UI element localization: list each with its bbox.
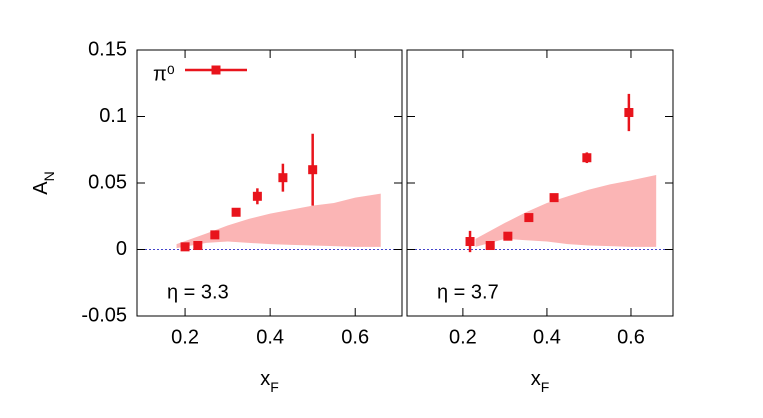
plot-frame <box>136 49 403 317</box>
data-point <box>524 213 534 223</box>
x-tick-label: 0.6 <box>617 326 645 348</box>
data-point <box>582 153 592 163</box>
data-point <box>503 231 513 241</box>
data-point <box>485 241 495 251</box>
data-point <box>465 237 475 247</box>
x-tick-label: 0.2 <box>449 326 477 348</box>
model-band <box>176 193 381 249</box>
data-point <box>210 230 220 240</box>
x-axis-label-sub: F <box>541 379 550 395</box>
data-point <box>252 191 262 201</box>
data-point <box>278 173 288 183</box>
legend-label: π⁰ <box>153 63 175 85</box>
x-axis-label-main: x <box>260 368 270 390</box>
model-band <box>475 175 657 247</box>
x-tick-label: 0.2 <box>171 326 199 348</box>
y-axis-label: AN <box>30 171 56 194</box>
data-point <box>231 207 241 217</box>
x-tick-label: 0.4 <box>533 326 561 348</box>
annotation: η = 3.7 <box>437 281 499 303</box>
annotation: η = 3.3 <box>167 281 229 303</box>
y-axis-label-sub: N <box>41 171 57 181</box>
y-tick-label: 0.05 <box>88 171 127 193</box>
y-tick-label: 0.1 <box>99 105 127 127</box>
y-tick-label: 0 <box>116 238 127 260</box>
data-point <box>624 108 634 118</box>
x-axis-label-main: x <box>531 368 541 390</box>
x-axis-label: xF <box>260 368 279 394</box>
x-tick-label: 0.4 <box>256 326 284 348</box>
data-point <box>308 165 318 175</box>
data-point <box>180 242 190 252</box>
data-point <box>193 241 203 251</box>
x-axis-label: xF <box>531 368 550 394</box>
y-tick-label: 0.15 <box>88 38 127 60</box>
x-tick-label: 0.6 <box>341 326 369 348</box>
y-axis-label-main: A <box>30 181 52 195</box>
y-tick-label: -0.05 <box>81 304 127 326</box>
data-point <box>549 193 559 203</box>
legend-marker <box>211 65 221 75</box>
x-axis-label-sub: F <box>270 379 279 395</box>
